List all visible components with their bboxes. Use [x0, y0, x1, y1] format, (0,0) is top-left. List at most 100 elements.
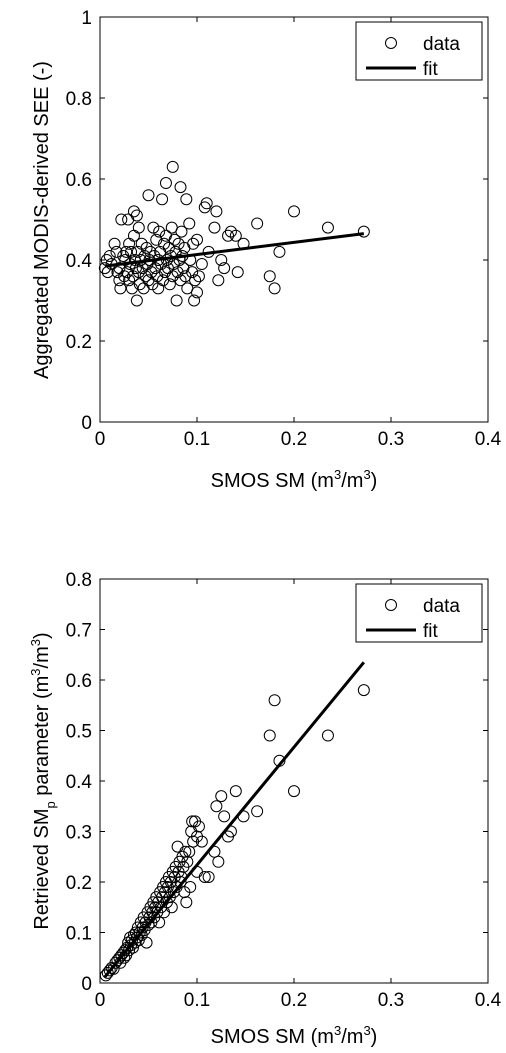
- axis-ticks-top: 0 0.1 0.2 0.3 0.4 0 0.2 0.4 0.6 0.8 1: [66, 8, 502, 450]
- legend-label-data-bottom: data: [423, 596, 460, 617]
- data-point: [273, 245, 286, 258]
- data-point: [98, 262, 111, 275]
- y-tick-label: 0.8: [66, 570, 92, 591]
- data-point: [180, 193, 193, 206]
- y-tick-label: 0.4: [66, 772, 93, 793]
- y-tick-label: 0.6: [66, 170, 92, 191]
- data-point: [153, 225, 166, 238]
- x-tick-label: 0.2: [281, 990, 307, 1011]
- y-tick-label: 0.2: [66, 873, 92, 894]
- data-point: [183, 845, 196, 858]
- data-point: [191, 233, 203, 246]
- plot-area-top: [99, 16, 489, 423]
- legend-bottom: data fit: [355, 583, 483, 643]
- data-points-top: [98, 160, 370, 307]
- y-tick-label: 0: [81, 974, 92, 995]
- y-tick-label: 0: [81, 413, 92, 434]
- data-point: [142, 189, 155, 202]
- y-tick-label: 0.4: [66, 251, 93, 272]
- data-point: [218, 810, 231, 823]
- data-point: [115, 213, 128, 226]
- data-point: [200, 197, 213, 210]
- data-point: [179, 845, 192, 858]
- data-point: [208, 221, 221, 234]
- data-point: [210, 205, 223, 218]
- x-tick-label: 0.3: [378, 429, 404, 450]
- data-point: [215, 254, 228, 266]
- x-axis-label-bottom-rich: SMOS SM (m3/m3): [211, 1023, 378, 1048]
- data-point: [174, 876, 187, 888]
- legend-top: data fit: [355, 21, 483, 81]
- data-point: [268, 694, 281, 707]
- data-point: [222, 229, 235, 242]
- data-point: [229, 785, 242, 798]
- legend-marker-data: [385, 37, 397, 49]
- data-point: [108, 237, 121, 250]
- fit-line-bottom: [103, 661, 365, 978]
- data-point: [192, 270, 205, 283]
- data-point: [132, 266, 145, 279]
- data-point: [153, 916, 166, 929]
- data-point: [163, 278, 176, 291]
- legend-label-data: data: [423, 34, 460, 55]
- data-point: [251, 217, 264, 230]
- fit-line: [103, 661, 365, 978]
- data-point: [174, 181, 187, 194]
- chart-panel-top: 0 0.1 0.2 0.3 0.4 0 0.2 0.4 0.6 0.8 1 data fit: [66, 8, 502, 450]
- data-point: [215, 790, 228, 803]
- data-point: [231, 266, 244, 279]
- legend-label-fit-bottom: fit: [423, 621, 439, 642]
- data-point: [166, 160, 179, 173]
- legend-box-top: [355, 21, 483, 81]
- data-point: [186, 266, 199, 279]
- data-point: [110, 245, 123, 258]
- data-point: [263, 270, 276, 283]
- data-point: [128, 936, 141, 949]
- x-tick-label: 0: [95, 990, 106, 1011]
- data-point: [180, 896, 193, 909]
- data-point: [165, 901, 178, 914]
- legend-label-fit: fit: [423, 59, 439, 80]
- data-point: [158, 266, 171, 279]
- x-tick-label: 0.4: [475, 429, 502, 450]
- x-tick-label: 0: [95, 429, 106, 450]
- x-tick-label: 0.4: [475, 990, 502, 1011]
- y-tick-label: 0.1: [66, 924, 92, 945]
- data-point: [159, 177, 172, 190]
- data-point: [168, 233, 181, 246]
- data-point: [288, 785, 300, 798]
- data-point: [192, 820, 205, 833]
- data-point: [357, 225, 370, 238]
- data-point: [198, 870, 211, 883]
- data-point: [156, 193, 169, 206]
- y-tick-label: 0.3: [66, 823, 92, 844]
- data-point: [120, 245, 133, 258]
- data-point: [170, 294, 183, 307]
- data-point: [210, 800, 223, 813]
- data-point: [188, 294, 201, 307]
- data-point: [181, 855, 194, 868]
- data-point: [140, 936, 153, 949]
- data-point: [144, 245, 157, 258]
- y-tick-label: 1: [81, 8, 92, 29]
- data-point: [125, 245, 138, 258]
- data-point: [251, 805, 264, 818]
- x-axis-label-top-rich: SMOS SM (m3/m3): [211, 467, 378, 492]
- fit-line-top: [104, 232, 365, 268]
- data-point: [187, 237, 200, 250]
- data-point: [212, 855, 225, 868]
- chart-panel-bottom: 0 0.1 0.2 0.3 0.4 0 0.1 0.2 0.3 0.4 0.5 0.6 0.7 0.8 d…: [66, 570, 502, 1011]
- x-tick-label: 0.3: [378, 990, 404, 1011]
- axis-ticks-bottom: 0 0.1 0.2 0.3 0.4 0 0.1 0.2 0.3 0.4 0.5 0.6 0.7 0.8: [66, 570, 502, 1011]
- y-axis-label-bottom-rich: Retrieved SMp parameter (m3/m3): [28, 632, 58, 929]
- data-point: [229, 229, 242, 242]
- x-tick-label: 0.1: [184, 429, 210, 450]
- data-point: [126, 282, 139, 295]
- data-point: [321, 729, 334, 742]
- data-point: [107, 962, 120, 975]
- data-point: [212, 274, 225, 287]
- y-axis-label-top-rich: Aggregated MODIS-derived SEE (-): [31, 61, 53, 379]
- data-point: [140, 241, 153, 254]
- data-point: [123, 274, 136, 287]
